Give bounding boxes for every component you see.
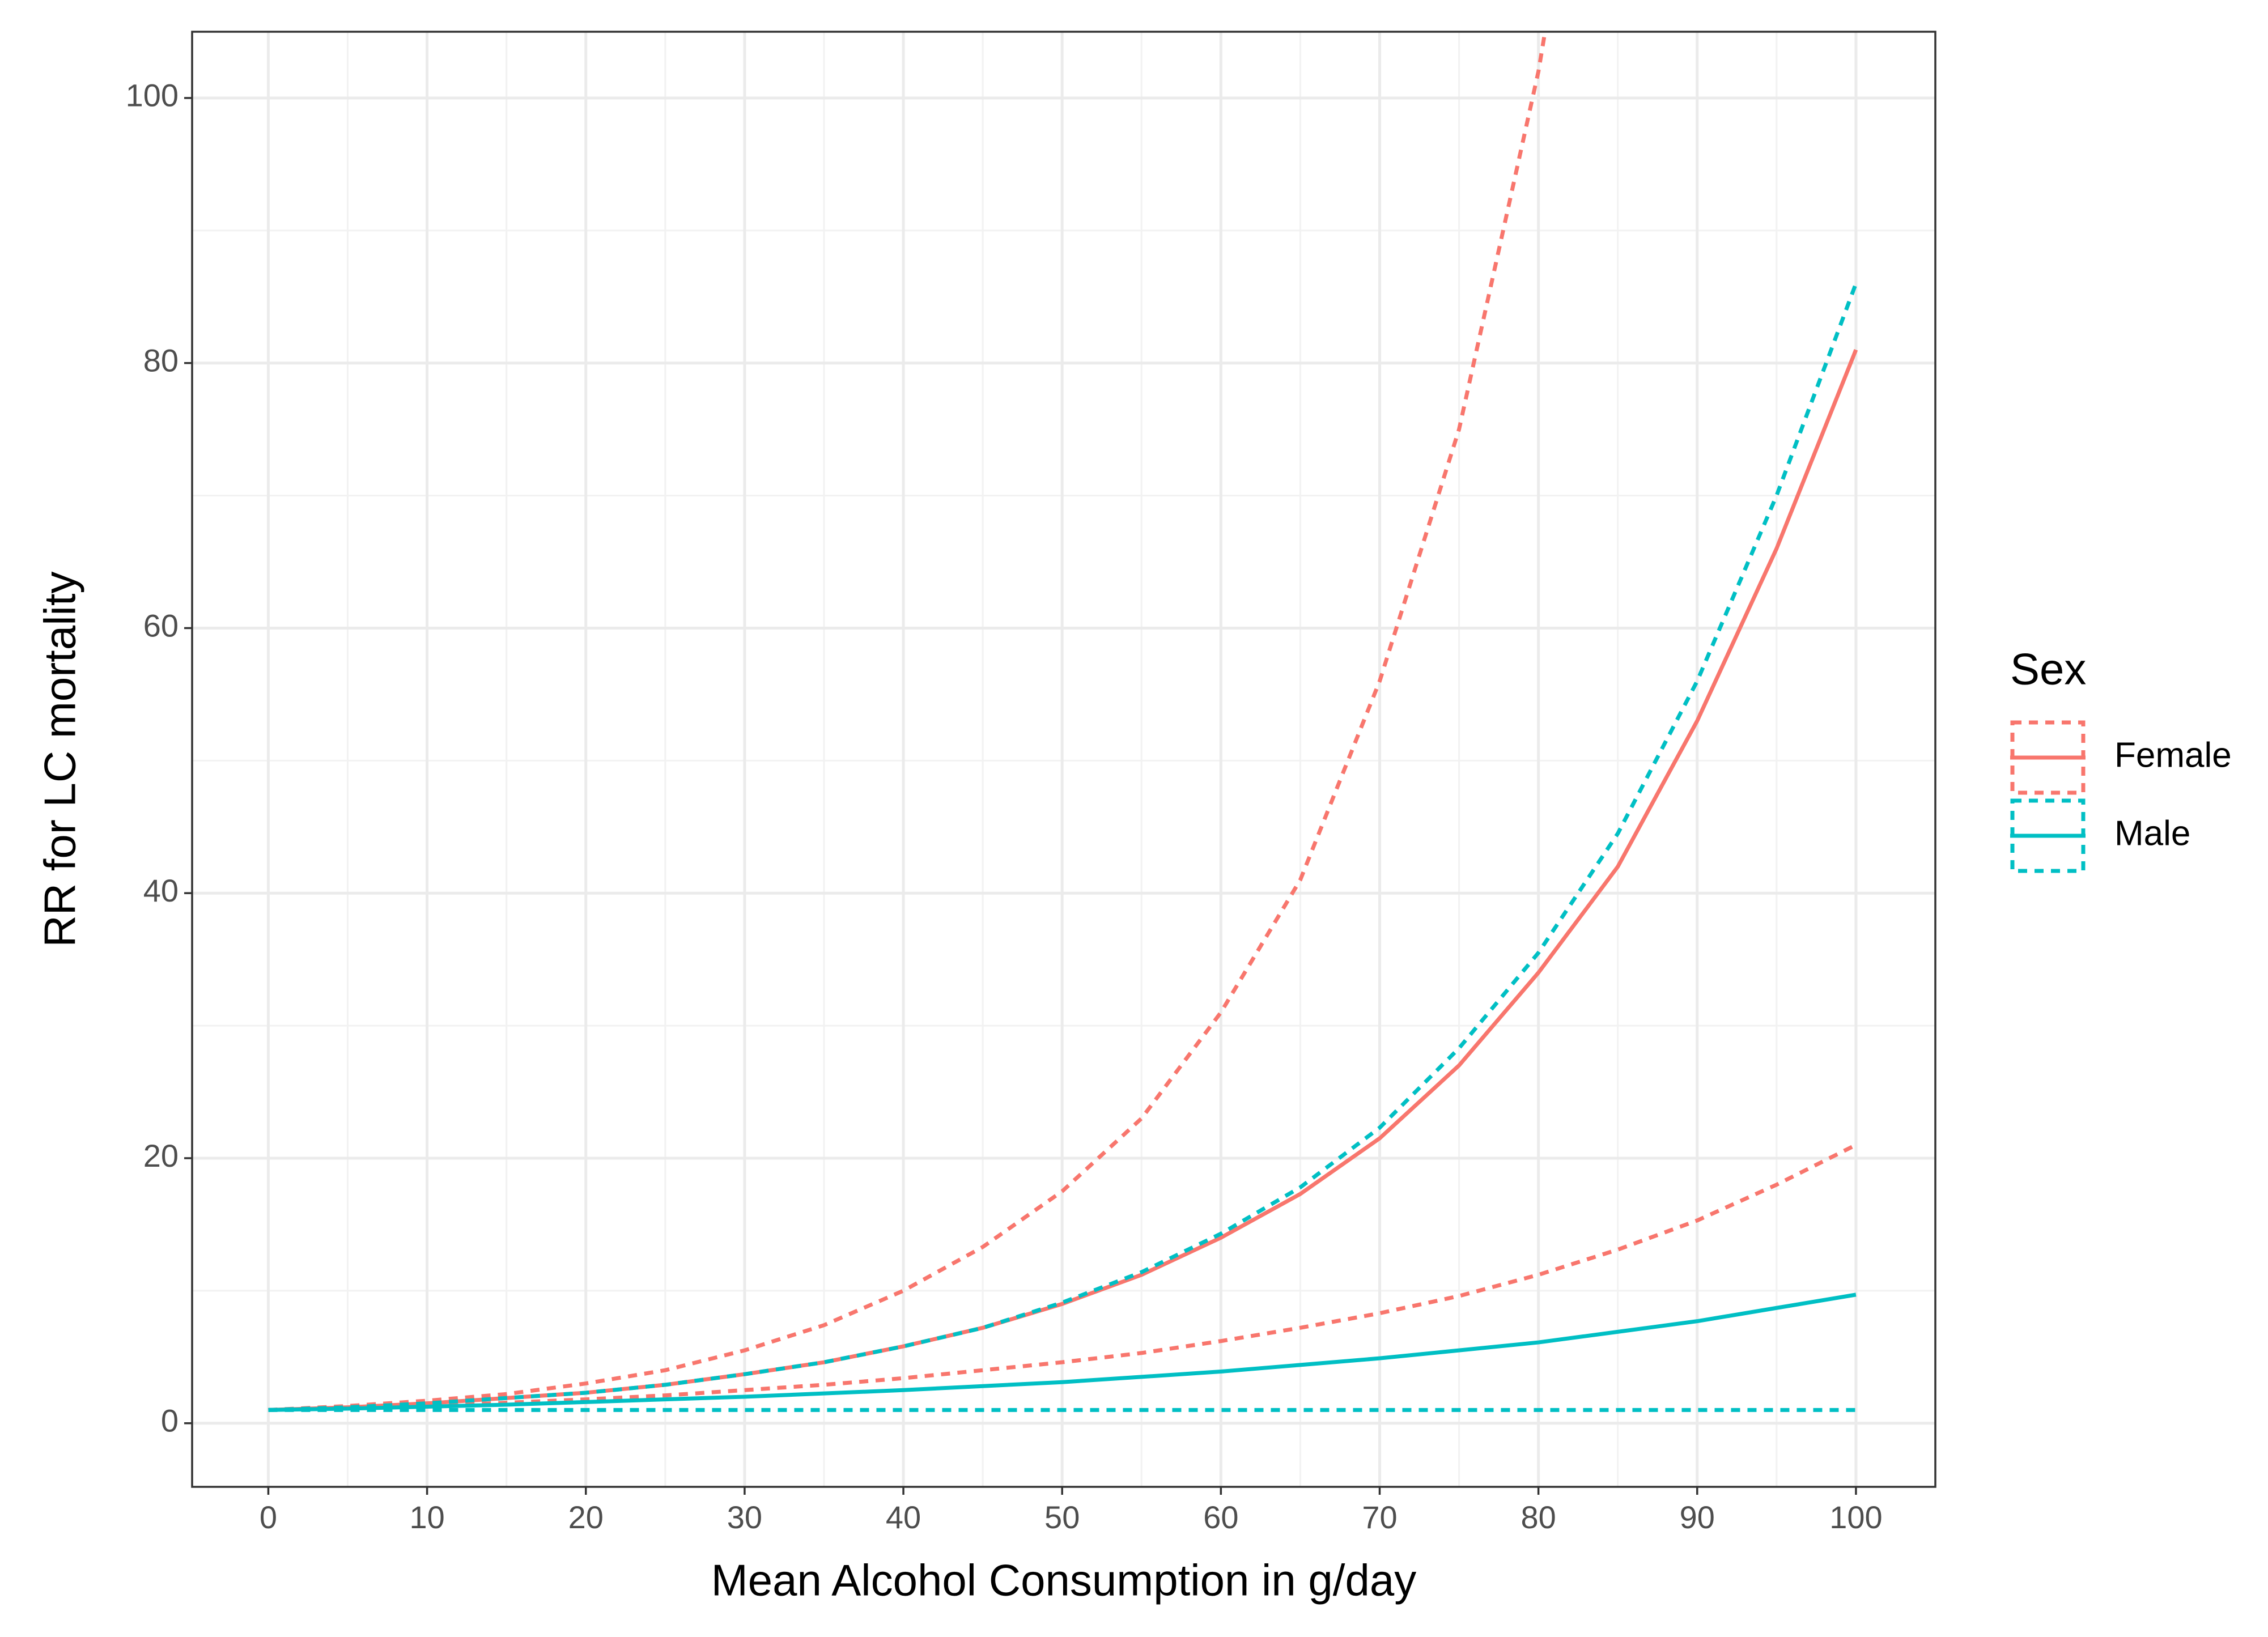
y-tick-label: 0 <box>161 1403 179 1439</box>
x-tick-label: 70 <box>1362 1499 1397 1535</box>
y-tick-label: 40 <box>143 873 179 908</box>
y-tick-label: 100 <box>126 78 179 113</box>
x-tick-label: 90 <box>1680 1499 1715 1535</box>
ci-line <box>268 1143 1857 1412</box>
x-tick-label: 80 <box>1521 1499 1556 1535</box>
x-tick-label: 30 <box>727 1499 762 1535</box>
x-tick-label: 10 <box>409 1499 444 1535</box>
ci-line <box>268 283 1858 1412</box>
panel-border <box>191 31 1936 1488</box>
x-tick-label: 60 <box>1203 1499 1238 1535</box>
legend-key <box>2010 798 2086 873</box>
legend: Female Male <box>2010 720 2232 873</box>
x-tick-label: 100 <box>1829 1499 1882 1535</box>
plot-lines <box>268 32 1858 1412</box>
estimate-line <box>268 1292 1857 1412</box>
x-tick-label: 50 <box>1044 1499 1080 1535</box>
y-axis-title: RR for LC mortality <box>35 571 85 947</box>
legend-label: Female <box>2114 735 2232 775</box>
legend-label: Male <box>2114 814 2190 853</box>
legend-key <box>2010 720 2086 795</box>
y-tick-label: 60 <box>143 607 179 643</box>
y-tick-label: 20 <box>143 1138 179 1173</box>
x-tick-label: 0 <box>260 1499 277 1535</box>
x-tick-label: 20 <box>568 1499 604 1535</box>
x-tick-label: 40 <box>886 1499 921 1535</box>
y-tick-label: 80 <box>143 342 179 378</box>
legend-title: Sex <box>2010 644 2086 694</box>
grid <box>192 32 1935 1487</box>
ci-line <box>268 32 1547 1412</box>
x-axis-title: Mean Alcohol Consumption in g/day <box>711 1555 1416 1605</box>
